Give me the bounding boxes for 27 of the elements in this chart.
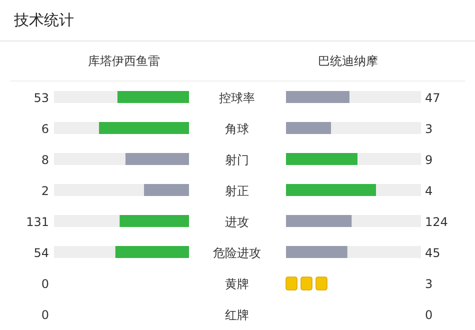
- data-label: 0: [41, 277, 49, 291]
- data-label: 6: [41, 122, 49, 136]
- data-label: 0: [41, 308, 49, 322]
- data-label: 47: [425, 91, 440, 105]
- data-label: 2: [41, 184, 49, 198]
- category-label: 进攻: [225, 215, 249, 229]
- category-label: 射正: [225, 184, 249, 198]
- category-label: 控球率: [219, 91, 255, 105]
- category-label: 红牌: [225, 308, 249, 322]
- data-label: 124: [425, 215, 448, 229]
- data-label: 54: [34, 246, 49, 260]
- category-label: 射门: [225, 153, 249, 167]
- data-label: 45: [425, 246, 440, 260]
- data-label: 3: [425, 122, 433, 136]
- category-label: 危险进攻: [213, 246, 261, 260]
- text: 库塔伊西鱼雷: [88, 54, 160, 68]
- text: 巴统迪纳摩: [318, 54, 378, 68]
- data-label: 0: [425, 308, 433, 322]
- category-label: 角球: [225, 122, 249, 136]
- text: 技术统计: [13, 11, 74, 29]
- data-label: 4: [425, 184, 433, 198]
- category-label: 黄牌: [225, 277, 249, 291]
- data-label: 3: [425, 277, 433, 291]
- data-label: 131: [26, 215, 49, 229]
- data-label: 8: [41, 153, 49, 167]
- data-label: 9: [425, 153, 433, 167]
- data-label: 53: [34, 91, 49, 105]
